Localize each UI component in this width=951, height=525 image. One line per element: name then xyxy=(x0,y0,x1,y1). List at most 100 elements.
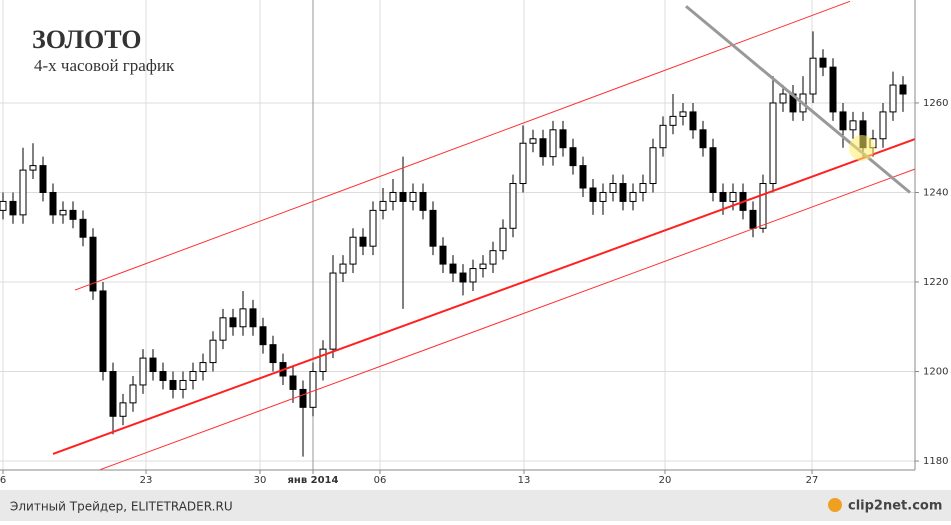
candle-body xyxy=(389,191,397,202)
candle-body xyxy=(299,388,307,408)
candle-body xyxy=(79,218,87,238)
candle-body xyxy=(449,263,457,274)
candle-body xyxy=(759,183,767,229)
candle-body xyxy=(619,183,627,202)
candle-body xyxy=(59,209,67,216)
candle-body xyxy=(879,111,887,140)
candle-body xyxy=(549,129,557,158)
candle-body xyxy=(259,326,267,346)
trend-lines xyxy=(52,0,915,470)
candle-body xyxy=(429,209,437,247)
candle-body xyxy=(509,183,517,229)
candle-body xyxy=(49,191,57,216)
candle-body xyxy=(899,84,907,95)
candle-body xyxy=(369,209,377,247)
candle-body xyxy=(579,165,587,189)
candle-body xyxy=(469,268,477,283)
candle-body xyxy=(399,191,407,202)
candle-body xyxy=(839,111,847,131)
candle-body xyxy=(729,191,737,202)
y-tick-label: 1260 xyxy=(923,98,948,109)
candle-body xyxy=(459,272,467,283)
candle-body xyxy=(179,379,187,390)
x-tick-label: 27 xyxy=(806,475,819,486)
candle-body xyxy=(819,57,827,68)
candle-body xyxy=(689,111,697,131)
candle-body xyxy=(269,344,277,364)
candle-body xyxy=(249,308,257,328)
candle-body xyxy=(199,362,207,373)
candle-body xyxy=(19,169,27,216)
candle-body xyxy=(849,120,857,131)
candle-body xyxy=(519,142,527,185)
candle-body xyxy=(699,129,707,149)
candle-body xyxy=(149,357,157,373)
candle-body xyxy=(829,66,837,113)
candle-body xyxy=(0,200,7,211)
candle-body xyxy=(329,272,337,350)
trend-line xyxy=(52,138,915,455)
candle-body xyxy=(769,102,777,185)
candle-body xyxy=(499,227,507,252)
candle-body xyxy=(29,165,37,171)
candle-body xyxy=(569,147,577,167)
candle-body xyxy=(99,290,107,373)
candle-body xyxy=(359,236,367,247)
x-tick-label: 13 xyxy=(518,475,531,486)
candle-body xyxy=(189,371,197,381)
y-tick-label: 1180 xyxy=(923,456,948,467)
candle-body xyxy=(169,379,177,390)
trend-line xyxy=(97,168,915,470)
candle-body xyxy=(479,263,487,270)
candle-body xyxy=(119,402,127,417)
candle-body xyxy=(629,191,637,202)
candle-body xyxy=(209,339,217,364)
candle-body xyxy=(599,191,607,202)
candle-body xyxy=(159,371,167,381)
candle-body xyxy=(609,183,617,193)
trend-line xyxy=(685,5,911,194)
candle-body xyxy=(139,357,147,386)
candle-body xyxy=(539,138,547,158)
candle-body xyxy=(719,191,727,202)
watermark: clip2net.com xyxy=(848,499,942,514)
y-tick-label: 1220 xyxy=(923,277,948,288)
footer-bar xyxy=(0,490,951,521)
axes: 1180 1200 1220 1240 1260 6 23 30 янв 2014 06 13 20 2… xyxy=(0,98,948,486)
candle-body xyxy=(129,384,137,404)
candle-body xyxy=(69,209,77,220)
trend-line xyxy=(74,0,851,291)
candle-body xyxy=(419,191,427,211)
candle-body xyxy=(339,263,347,274)
candle-body xyxy=(39,165,47,193)
candle-body xyxy=(779,93,787,104)
candle-body xyxy=(289,375,297,390)
candle-body xyxy=(529,138,537,144)
x-tick-label: 23 xyxy=(140,475,153,486)
footer-text: Элитный Трейдер, ELITETRADER.RU xyxy=(10,500,233,514)
candle-body xyxy=(679,111,687,117)
candle-body xyxy=(639,183,647,193)
candle-body xyxy=(349,236,357,265)
x-tick-label: 20 xyxy=(659,475,672,486)
x-tick-label: 30 xyxy=(254,475,267,486)
candle-body xyxy=(749,209,757,229)
logo-icon xyxy=(828,498,842,512)
candle-body xyxy=(109,371,117,417)
y-tick-label: 1200 xyxy=(923,367,948,378)
candle-body xyxy=(89,236,97,292)
candle-body xyxy=(319,348,327,373)
candle-body xyxy=(9,200,17,216)
x-tick-label: 06 xyxy=(374,475,387,486)
candle-body xyxy=(229,317,237,328)
candle-body xyxy=(589,187,597,202)
highlight-circle xyxy=(849,135,875,161)
candle-body xyxy=(889,84,897,113)
x-tick-label: 6 xyxy=(0,475,6,486)
candle-body xyxy=(649,147,657,185)
candle-body xyxy=(559,129,567,149)
candle-body xyxy=(669,115,677,126)
chart-subtitle: 4-х часовой график xyxy=(34,56,175,75)
candle-body xyxy=(409,191,417,202)
